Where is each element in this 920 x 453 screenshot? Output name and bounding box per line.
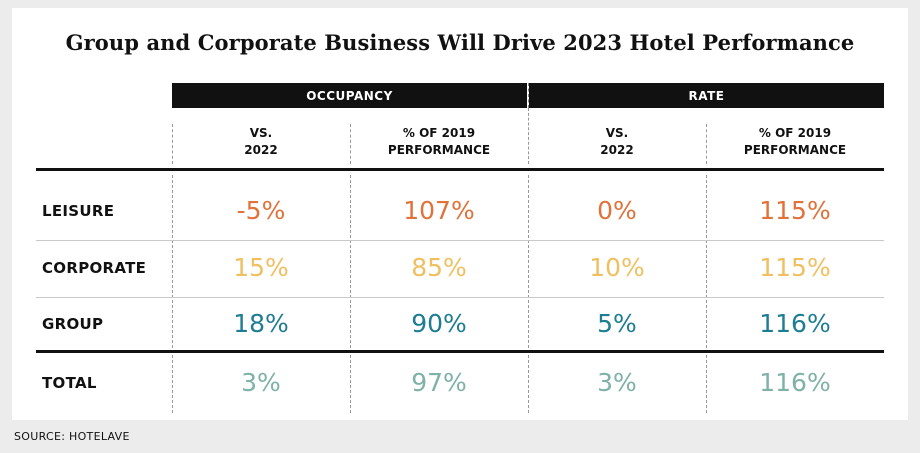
column-header-line: VS. <box>605 126 629 140</box>
cell-group-3: 116% <box>759 309 831 338</box>
column-header-line: VS. <box>249 126 273 140</box>
cell-leisure-1: 107% <box>403 196 475 225</box>
row-divider <box>36 297 884 298</box>
column-separator <box>172 124 173 164</box>
column-separator <box>172 175 173 413</box>
column-header-line: 2022 <box>600 143 634 157</box>
cell-corporate-2: 10% <box>589 253 645 282</box>
column-separator <box>350 175 351 413</box>
group-header-rate: RATE <box>529 83 884 108</box>
cell-corporate-3: 115% <box>759 253 831 282</box>
cell-group-0: 18% <box>233 309 289 338</box>
cell-total-1: 97% <box>411 368 467 397</box>
cell-leisure-2: 0% <box>597 196 637 225</box>
column-header-rate-pct-2019: % OF 2019 PERFORMANCE <box>706 124 884 160</box>
row-label-leisure: LEISURE <box>42 202 115 220</box>
column-separator <box>528 175 529 413</box>
header-rule <box>36 168 884 171</box>
column-header-occupancy-vs-2022: VS. 2022 <box>172 124 350 160</box>
column-header-line: 2022 <box>244 143 278 157</box>
column-header-occupancy-pct-2019: % OF 2019 PERFORMANCE <box>350 124 528 160</box>
cell-group-1: 90% <box>411 309 467 338</box>
cell-leisure-0: -5% <box>236 196 286 225</box>
column-header-line: PERFORMANCE <box>743 143 847 157</box>
column-separator <box>706 124 707 164</box>
cell-total-0: 3% <box>241 368 281 397</box>
column-header-line: % OF 2019 <box>758 126 832 140</box>
column-separator <box>350 124 351 164</box>
cell-group-2: 5% <box>597 309 637 338</box>
total-rule <box>36 350 884 353</box>
column-header-line: PERFORMANCE <box>387 143 491 157</box>
cell-corporate-0: 15% <box>233 253 289 282</box>
row-label-total: TOTAL <box>42 374 97 392</box>
column-separator <box>528 108 529 164</box>
column-header-rate-vs-2022: VS. 2022 <box>528 124 706 160</box>
group-header-occupancy: OCCUPANCY <box>172 83 527 108</box>
source-note: SOURCE: HOTELAVE <box>14 430 130 443</box>
cell-total-3: 116% <box>759 368 831 397</box>
chart-title: Group and Corporate Business Will Drive … <box>65 30 855 55</box>
cell-leisure-3: 115% <box>759 196 831 225</box>
column-separator <box>706 175 707 413</box>
group-divider <box>528 83 529 108</box>
row-label-corporate: CORPORATE <box>42 259 147 277</box>
row-label-group: GROUP <box>42 315 104 333</box>
cell-corporate-1: 85% <box>411 253 467 282</box>
column-header-line: % OF 2019 <box>402 126 476 140</box>
cell-total-2: 3% <box>597 368 637 397</box>
row-divider <box>36 240 884 241</box>
